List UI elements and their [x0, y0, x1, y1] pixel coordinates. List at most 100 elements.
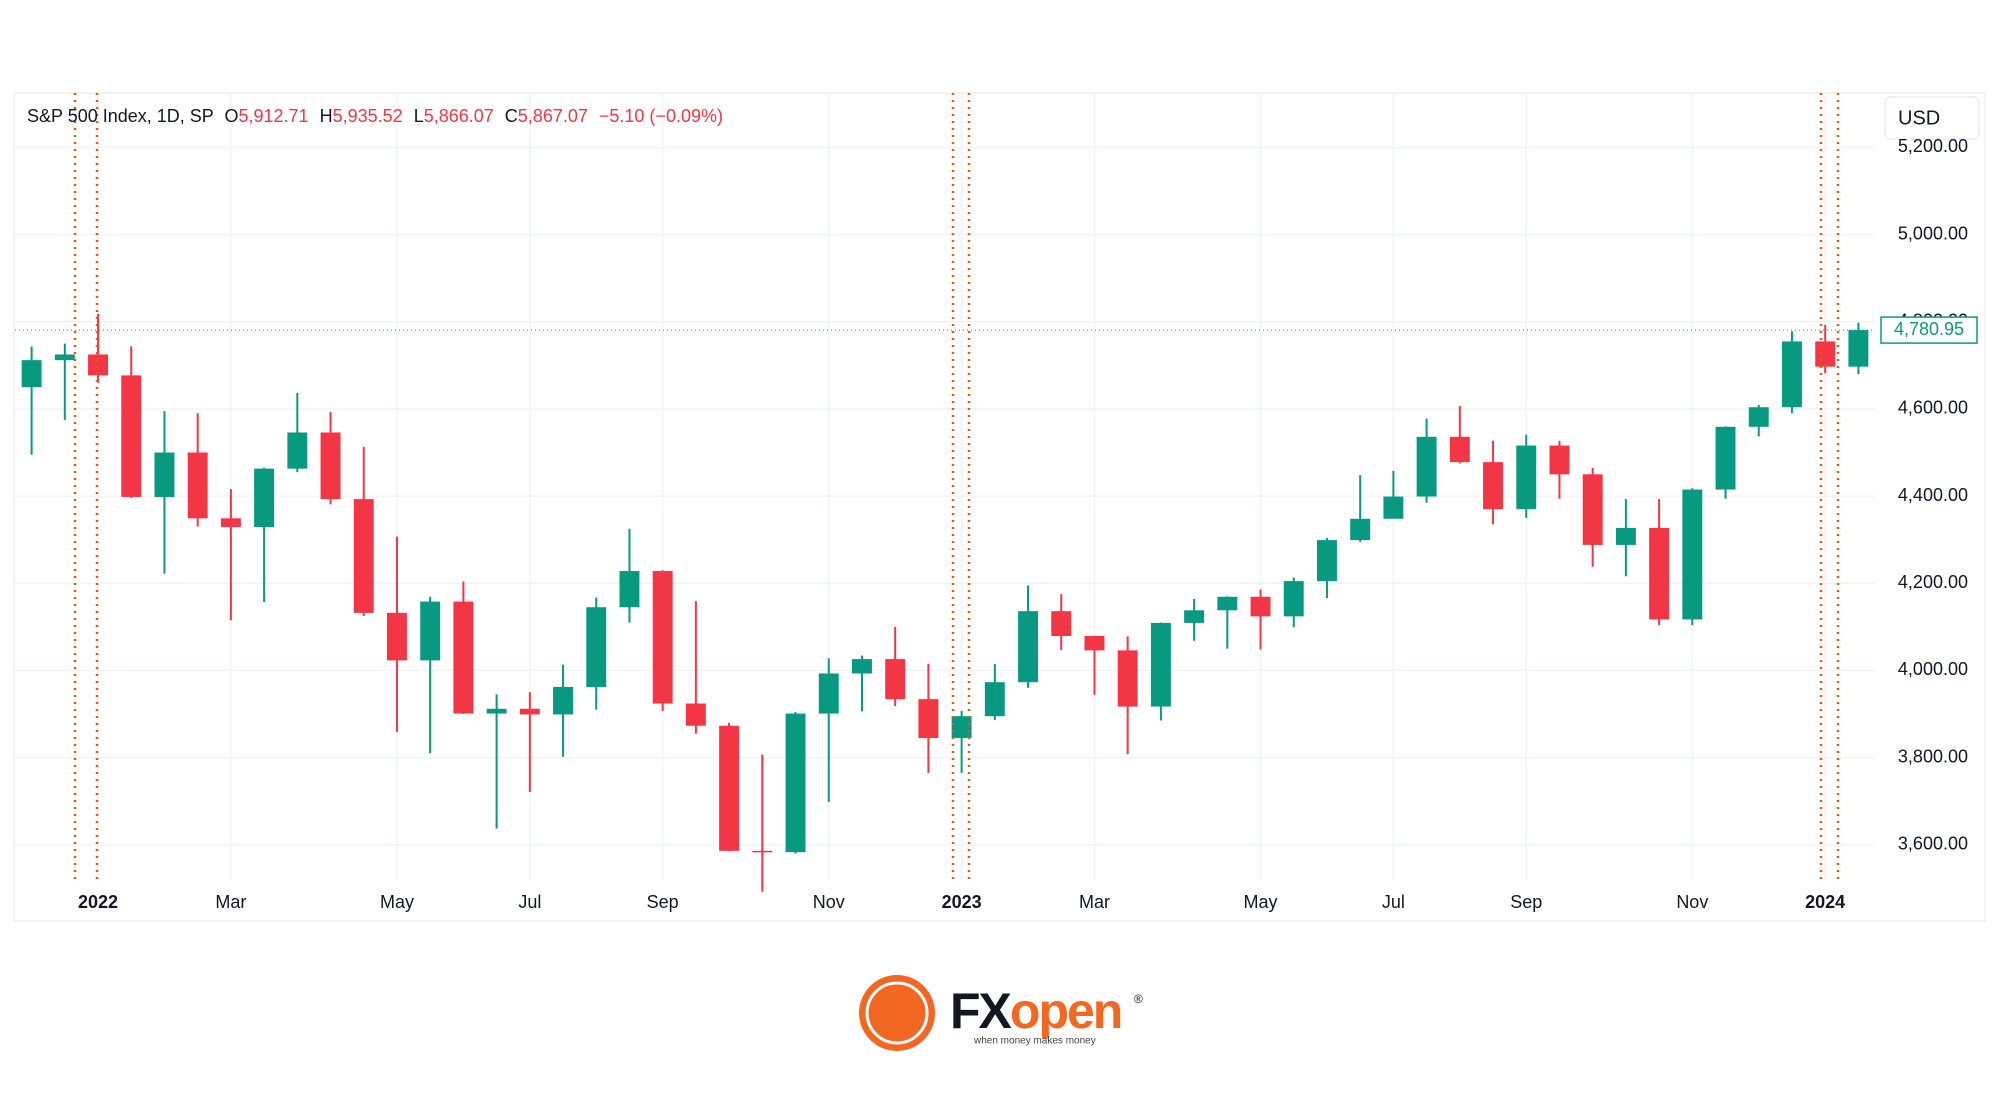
- x-tick-label: May: [1244, 892, 1278, 912]
- legend-key: O: [224, 106, 238, 126]
- candle-body: [752, 850, 773, 853]
- candle-body: [1250, 596, 1271, 617]
- candle-body: [1150, 622, 1171, 707]
- legend-key: L: [414, 106, 424, 126]
- y-tick-label: 4,400.00: [1898, 485, 1968, 505]
- logo-open: open: [1010, 983, 1121, 1039]
- legend-value: 5,935.52: [333, 106, 403, 126]
- candle-body: [1317, 540, 1337, 582]
- candle-body: [1184, 610, 1205, 623]
- logo-fx: FX: [950, 983, 1012, 1039]
- candle-body: [1549, 445, 1570, 475]
- x-tick-label: 2024: [1805, 892, 1845, 912]
- x-tick-label: Jul: [1382, 892, 1405, 912]
- x-tick-label: Nov: [1676, 892, 1708, 912]
- candle-body: [154, 452, 175, 497]
- currency-box[interactable]: [1884, 96, 1980, 140]
- y-tick-label: 4,200.00: [1898, 572, 1968, 592]
- y-tick-label: 3,800.00: [1898, 746, 1968, 766]
- candle-body: [1117, 650, 1138, 707]
- logo-emblem: [859, 975, 935, 1051]
- y-tick-label: 3,600.00: [1898, 833, 1968, 853]
- candle-body: [984, 682, 1005, 717]
- candle-body: [121, 375, 142, 497]
- legend-key: C: [505, 106, 518, 126]
- x-tick-label: 2022: [78, 892, 118, 912]
- candle-body: [852, 659, 872, 674]
- candle-body: [1615, 527, 1636, 545]
- legend: S&P 500 Index, 1D, SP O5,912.71 H5,935.5…: [27, 106, 723, 126]
- candle-body: [918, 699, 939, 738]
- candle-body: [21, 360, 42, 388]
- chart-title: S&P 500 Index, 1D, SP: [27, 106, 214, 126]
- highlight-lines: [73, 93, 1840, 880]
- candle-body: [254, 468, 275, 528]
- x-tick-label: 2023: [942, 892, 982, 912]
- candle-body: [353, 499, 374, 613]
- candle-body: [1383, 496, 1404, 519]
- candle-body: [54, 354, 75, 361]
- last-price-box: [1880, 316, 1978, 344]
- legend-change: −5.10 (−0.09%): [599, 106, 723, 126]
- candle-body: [1283, 581, 1304, 617]
- y-tick-label: 5,000.00: [1898, 223, 1968, 243]
- chart-frame: [13, 92, 1986, 922]
- candle-body: [1449, 436, 1470, 463]
- y-tick-label: 4,600.00: [1898, 398, 1968, 418]
- candle-body: [287, 432, 308, 469]
- candle-body: [88, 354, 108, 376]
- candle-body: [885, 659, 906, 700]
- legend-value: 5,866.07: [424, 106, 494, 126]
- candle-body: [453, 601, 474, 714]
- logo-tagline: when money makes money: [973, 1036, 1096, 1047]
- x-tick-label: Sep: [1510, 892, 1542, 912]
- candle-body: [1051, 611, 1072, 636]
- candle-body: [685, 703, 706, 726]
- candle-body: [619, 571, 640, 608]
- candle-body: [951, 716, 972, 738]
- candle-body: [1682, 489, 1703, 620]
- candle-body: [387, 612, 407, 661]
- x-tick-label: Mar: [215, 892, 246, 912]
- candle-body: [320, 432, 341, 500]
- candle-body: [1782, 341, 1802, 408]
- legend-value: 5,867.07: [518, 106, 588, 126]
- candle-body: [1350, 518, 1371, 541]
- candle-body: [586, 607, 607, 687]
- x-tick-label: Nov: [813, 892, 845, 912]
- candle-body: [719, 725, 740, 851]
- y-tick-label: 5,200.00: [1898, 136, 1968, 156]
- candle-body: [1516, 445, 1537, 510]
- candle-body: [1715, 426, 1736, 490]
- candle-body: [1815, 341, 1836, 367]
- candle-body: [519, 708, 540, 715]
- candle-body: [1582, 474, 1603, 545]
- candle-body: [818, 673, 839, 714]
- candle-body: [1018, 611, 1038, 683]
- last-price-label: 4,780.95: [1894, 319, 1964, 339]
- logo-emblem-ring: [865, 981, 929, 1045]
- candle-body: [1748, 407, 1769, 427]
- y-tick-label: 4,000.00: [1898, 659, 1968, 679]
- x-tick-label: Mar: [1079, 892, 1110, 912]
- candles: [21, 313, 1869, 892]
- candle-body: [486, 708, 507, 714]
- x-tick-label: May: [380, 892, 414, 912]
- logo: FXopen ® when money makes money: [859, 975, 1143, 1051]
- legend-key: H: [320, 106, 333, 126]
- currency: USD: [1898, 107, 1940, 129]
- candle-body: [1416, 436, 1437, 497]
- candle-body: [1649, 527, 1670, 620]
- candle-body: [785, 713, 806, 853]
- candle-body: [420, 601, 441, 661]
- candle-body: [652, 571, 673, 704]
- candle-body: [1483, 462, 1503, 510]
- candle-body: [553, 686, 573, 715]
- candle-body: [1217, 596, 1238, 611]
- candle-body: [187, 452, 208, 519]
- x-tick-label: Sep: [647, 892, 679, 912]
- logo-registered: ®: [1134, 992, 1143, 1006]
- x-tick-label: Jul: [518, 892, 541, 912]
- legend-value: 5,912.71: [239, 106, 309, 126]
